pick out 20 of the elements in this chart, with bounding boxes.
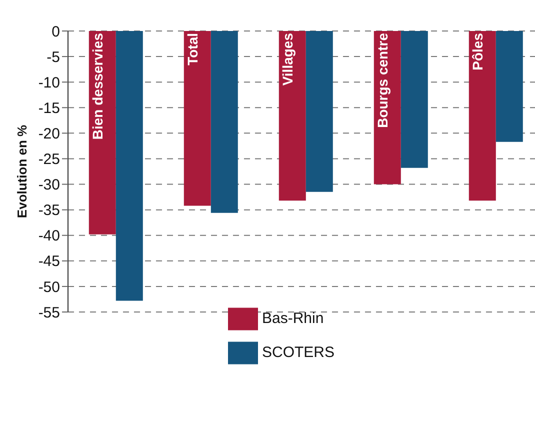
y-tick-label: -40 bbox=[38, 228, 60, 245]
y-tick-label: -20 bbox=[38, 126, 60, 143]
y-tick-label: -55 bbox=[38, 304, 60, 322]
y-tick-label: -35 bbox=[38, 202, 60, 220]
y-tick-label: -15 bbox=[38, 100, 60, 117]
y-tick-label: -45 bbox=[38, 253, 60, 270]
y-tick-label: -25 bbox=[38, 151, 60, 168]
y-tick-label: -30 bbox=[38, 176, 60, 194]
x-tick-label: Bien desservies bbox=[90, 32, 106, 140]
x-tick-label: Pôles bbox=[470, 32, 486, 70]
y-tick-label: -5 bbox=[46, 48, 60, 66]
y-tick-label: -10 bbox=[38, 74, 60, 92]
x-tick-label: Total bbox=[184, 33, 200, 66]
x-tick-label: Bourgs centre bbox=[374, 32, 390, 128]
x-tick-label: Villages bbox=[280, 32, 296, 86]
y-axis-title: Evolution en % bbox=[14, 124, 30, 218]
y-tick-label: 0 bbox=[52, 23, 60, 40]
legend-label: SCOTERS bbox=[262, 344, 335, 361]
y-tick-label: -50 bbox=[38, 278, 60, 296]
legend-label: Bas-Rhin bbox=[262, 310, 324, 327]
